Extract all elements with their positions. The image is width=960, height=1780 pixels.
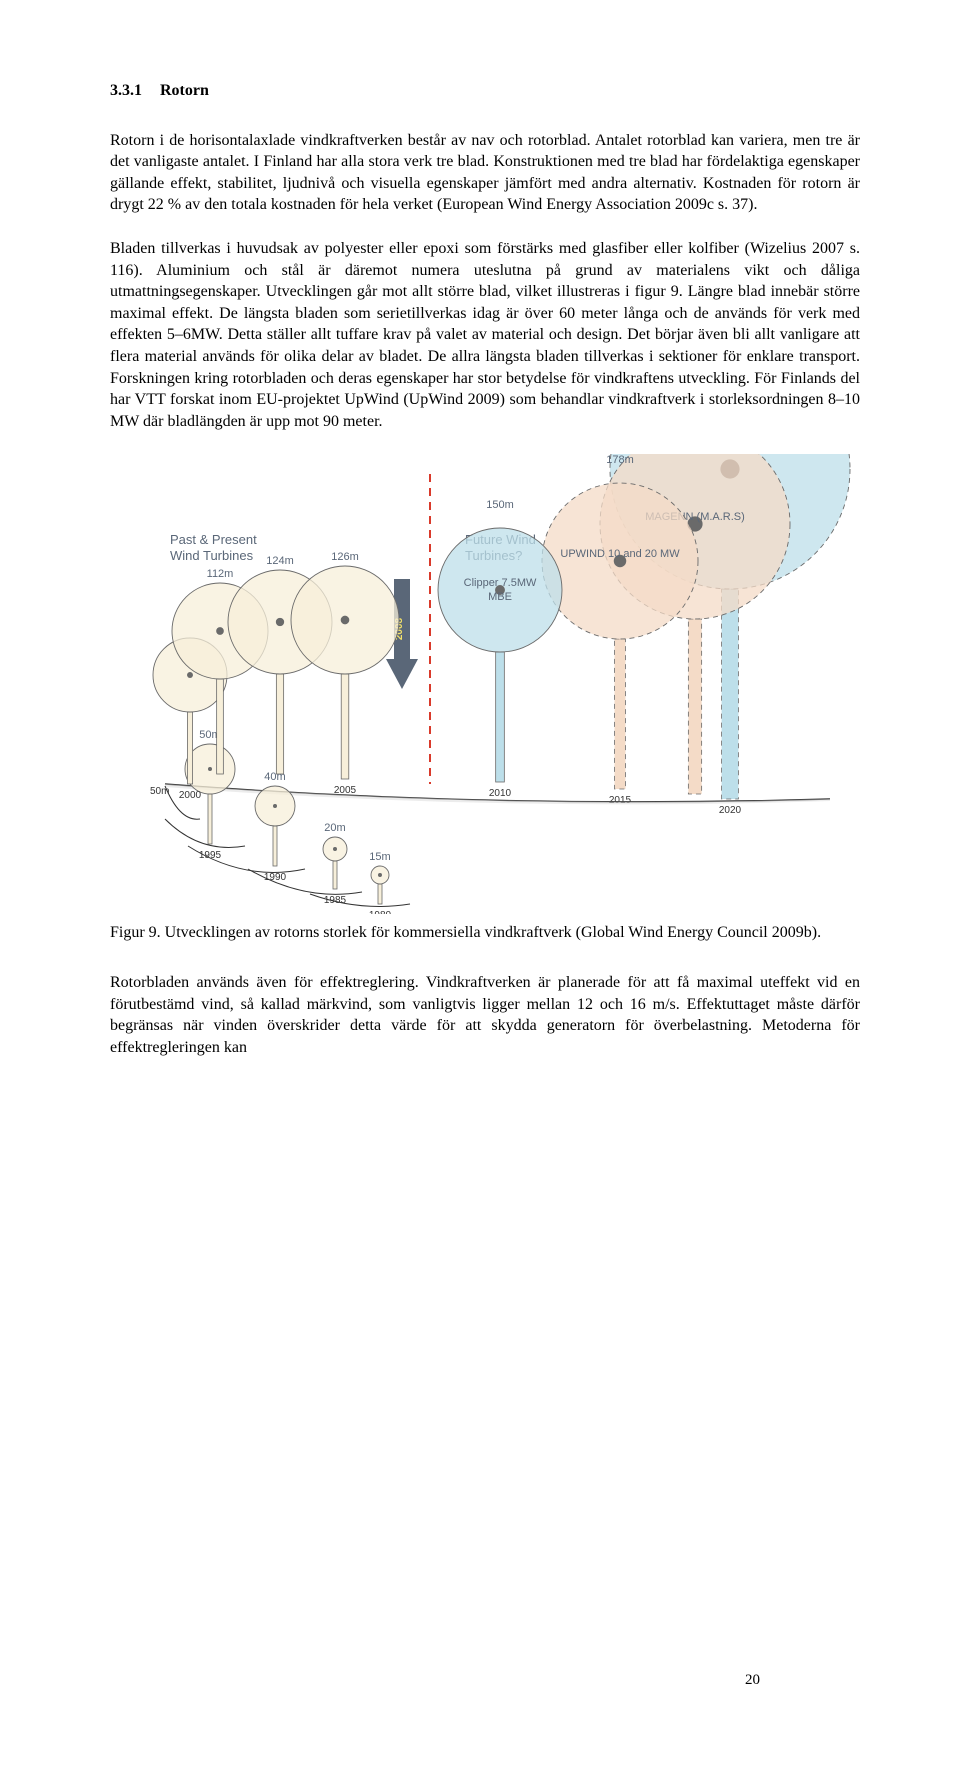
figure-9: Past & PresentWind TurbinesFuture WindTu… [110, 454, 860, 914]
svg-text:150m: 150m [486, 499, 514, 511]
svg-text:20m: 20m [324, 822, 345, 834]
page-number: 20 [745, 1670, 760, 1690]
svg-text:Clipper 7.5MW: Clipper 7.5MW [464, 577, 537, 589]
svg-text:124m: 124m [266, 555, 294, 567]
svg-text:UPWIND 10 and 20 MW: UPWIND 10 and 20 MW [560, 548, 680, 560]
svg-text:1980: 1980 [369, 910, 392, 914]
paragraph-3: Rotorbladen används även för effektregle… [110, 972, 860, 1058]
paragraph-2: Bladen tillverkas i huvudsak av polyeste… [110, 238, 860, 432]
svg-text:2005: 2005 [334, 785, 357, 796]
svg-text:1985: 1985 [324, 895, 347, 906]
paragraph-1: Rotorn i de horisontalaxlade vindkraftve… [110, 130, 860, 216]
svg-text:2000: 2000 [179, 790, 202, 801]
svg-text:Wind Turbines: Wind Turbines [170, 548, 254, 563]
svg-text:112m: 112m [207, 568, 234, 580]
svg-text:2020: 2020 [719, 805, 742, 816]
svg-text:MBE: MBE [488, 591, 512, 603]
section-title: Rotorn [160, 82, 209, 99]
figure-9-caption: Figur 9. Utvecklingen av rotorns storlek… [110, 922, 860, 944]
svg-text:50m: 50m [150, 786, 169, 797]
section-heading: 3.3.1 Rotorn [110, 80, 860, 102]
svg-text:2010: 2010 [489, 788, 512, 799]
svg-text:1995: 1995 [199, 850, 222, 861]
svg-text:126m: 126m [331, 551, 359, 563]
svg-text:Past & Present: Past & Present [170, 532, 257, 547]
section-number: 3.3.1 [110, 82, 142, 99]
svg-text:15m: 15m [369, 851, 390, 863]
svg-text:178m: 178m [606, 454, 634, 466]
svg-text:1990: 1990 [264, 872, 287, 883]
